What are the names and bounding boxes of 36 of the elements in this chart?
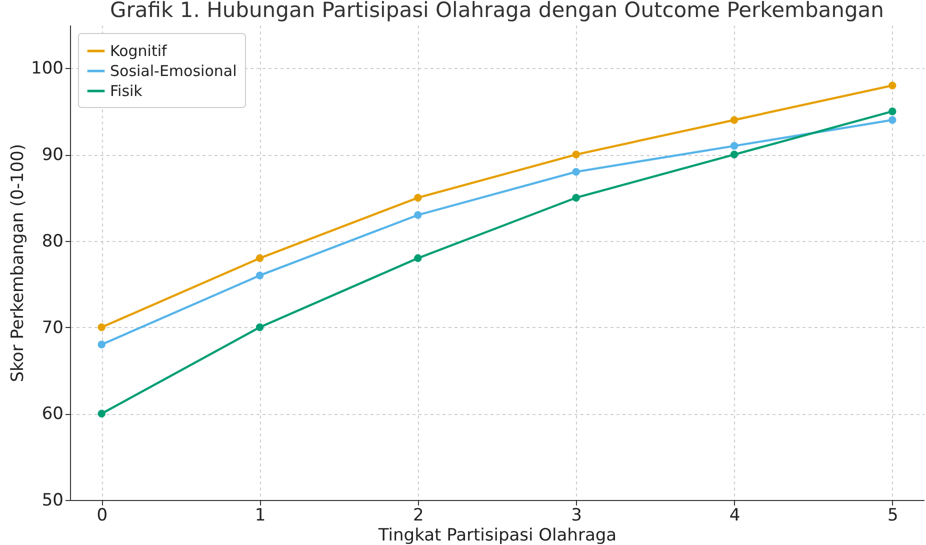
y-tick-label: 70 [42, 318, 64, 338]
point [572, 150, 580, 158]
y-tick-label: 80 [42, 231, 64, 252]
y-tick-label: 100 [31, 58, 64, 79]
point [888, 82, 896, 90]
point [256, 323, 264, 332]
point [98, 323, 106, 332]
x-tick-label: 1 [254, 506, 266, 526]
y-tick-label: 90 [42, 145, 64, 166]
point [730, 116, 738, 124]
x-tick-label: 5 [887, 506, 898, 526]
point [888, 108, 896, 116]
x-axis-title: Tingkat Partisipasi Olahraga [377, 526, 617, 545]
point [730, 142, 738, 150]
y-tick-label: 50 [42, 490, 64, 510]
x-tick-label: 2 [413, 506, 424, 526]
point [414, 194, 422, 202]
point [572, 168, 580, 176]
legend-label: Fisik [110, 82, 143, 100]
point [98, 340, 106, 348]
point [256, 254, 264, 262]
legend-label: Kognitif [110, 42, 168, 60]
point [572, 194, 580, 202]
x-tick-label: 4 [729, 506, 740, 526]
point [414, 211, 422, 219]
point [730, 150, 738, 158]
point [98, 410, 106, 418]
point [256, 272, 264, 280]
legend-label: Sosial-Emosional [110, 62, 237, 80]
x-tick-label: 3 [571, 506, 582, 526]
point [414, 254, 422, 262]
y-tick-label: 60 [42, 404, 64, 424]
x-tick-label: 0 [96, 506, 108, 526]
y-axis-title: Skor Perkembangan (0-100) [8, 144, 28, 382]
point [888, 116, 896, 124]
chart-title: Grafik 1. Hubungan Partisipasi Olahraga dengan Outcome Perkembangan [110, 0, 884, 22]
